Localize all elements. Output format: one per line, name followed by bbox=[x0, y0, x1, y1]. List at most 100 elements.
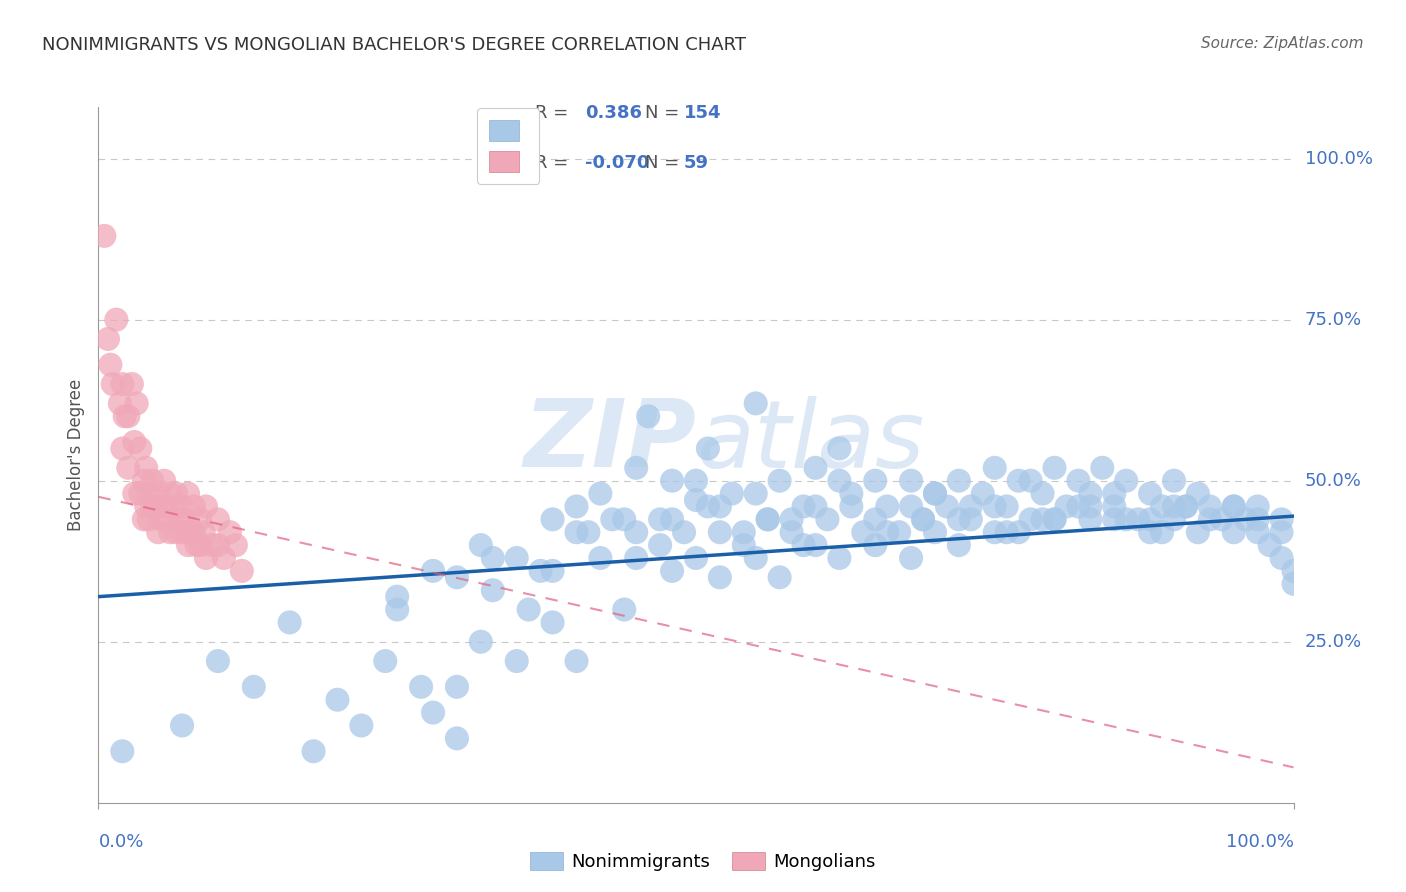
Text: 0.0%: 0.0% bbox=[98, 833, 143, 851]
Point bbox=[1175, 500, 1198, 514]
Point bbox=[207, 654, 229, 668]
Point bbox=[470, 634, 492, 648]
Point bbox=[98, 358, 122, 372]
Point bbox=[995, 500, 1018, 514]
Point bbox=[135, 500, 157, 514]
Point bbox=[1067, 474, 1090, 488]
Point bbox=[697, 442, 720, 456]
Point bbox=[626, 525, 648, 540]
Point bbox=[948, 512, 970, 526]
Point bbox=[948, 474, 970, 488]
Point bbox=[183, 500, 205, 514]
Point bbox=[530, 564, 553, 578]
Point bbox=[984, 500, 1007, 514]
Text: NONIMMIGRANTS VS MONGOLIAN BACHELOR'S DEGREE CORRELATION CHART: NONIMMIGRANTS VS MONGOLIAN BACHELOR'S DE… bbox=[42, 36, 747, 54]
Point bbox=[1163, 474, 1185, 488]
Text: N =: N = bbox=[644, 103, 679, 121]
Text: 0.386: 0.386 bbox=[585, 103, 641, 121]
Point bbox=[541, 615, 564, 630]
Point bbox=[924, 525, 946, 540]
Point bbox=[1282, 564, 1305, 578]
Point bbox=[186, 538, 208, 552]
Point bbox=[243, 680, 266, 694]
Point bbox=[1115, 474, 1137, 488]
Point bbox=[602, 512, 624, 526]
Point bbox=[172, 525, 194, 540]
Point bbox=[685, 551, 707, 566]
Point bbox=[565, 654, 588, 668]
Point bbox=[1247, 512, 1270, 526]
Point bbox=[626, 460, 648, 475]
Point bbox=[121, 377, 143, 392]
Point bbox=[135, 460, 157, 475]
Point bbox=[960, 512, 983, 526]
Point bbox=[889, 525, 911, 540]
Text: 75.0%: 75.0% bbox=[1305, 310, 1362, 328]
Point bbox=[141, 500, 163, 514]
Point bbox=[804, 460, 827, 475]
Point bbox=[231, 564, 253, 578]
Point bbox=[183, 525, 205, 540]
Point bbox=[936, 500, 959, 514]
Point bbox=[446, 570, 468, 584]
Point bbox=[278, 615, 301, 630]
Point bbox=[124, 486, 146, 500]
Point bbox=[661, 512, 683, 526]
Point bbox=[648, 538, 672, 552]
Point bbox=[97, 332, 120, 346]
Point bbox=[756, 512, 779, 526]
Point bbox=[697, 500, 720, 514]
Text: 154: 154 bbox=[685, 103, 721, 121]
Point bbox=[685, 493, 707, 508]
Point bbox=[745, 486, 768, 500]
Point bbox=[125, 396, 148, 410]
Point bbox=[1019, 512, 1042, 526]
Y-axis label: Bachelor's Degree: Bachelor's Degree bbox=[67, 379, 86, 531]
Point bbox=[153, 474, 176, 488]
Point bbox=[1091, 460, 1114, 475]
Point bbox=[673, 525, 696, 540]
Point bbox=[124, 435, 146, 450]
Point bbox=[709, 570, 731, 584]
Point bbox=[804, 538, 827, 552]
Point bbox=[111, 377, 134, 392]
Legend: Nonimmigrants, Mongolians: Nonimmigrants, Mongolians bbox=[523, 845, 883, 879]
Point bbox=[756, 512, 779, 526]
Point bbox=[129, 442, 152, 456]
Point bbox=[768, 570, 790, 584]
Point bbox=[141, 474, 163, 488]
Point bbox=[93, 228, 115, 243]
Point bbox=[1258, 538, 1281, 552]
Point bbox=[626, 551, 648, 566]
Point bbox=[212, 551, 235, 566]
Point bbox=[780, 525, 803, 540]
Point bbox=[1080, 486, 1102, 500]
Point bbox=[385, 590, 409, 604]
Point bbox=[1271, 512, 1294, 526]
Point bbox=[900, 551, 922, 566]
Point bbox=[733, 538, 755, 552]
Point bbox=[422, 706, 444, 720]
Point bbox=[1199, 500, 1222, 514]
Point bbox=[972, 486, 994, 500]
Point bbox=[911, 512, 934, 526]
Point bbox=[162, 500, 184, 514]
Text: R =: R = bbox=[534, 153, 568, 171]
Point bbox=[1271, 551, 1294, 566]
Point bbox=[852, 525, 875, 540]
Point bbox=[613, 602, 636, 616]
Point bbox=[481, 583, 505, 598]
Point bbox=[924, 486, 946, 500]
Point bbox=[422, 564, 444, 578]
Point bbox=[876, 500, 898, 514]
Point bbox=[1080, 512, 1102, 526]
Point bbox=[506, 654, 529, 668]
Point bbox=[984, 460, 1007, 475]
Point bbox=[661, 564, 683, 578]
Point bbox=[195, 500, 218, 514]
Point bbox=[1067, 500, 1090, 514]
Point bbox=[145, 500, 167, 514]
Point bbox=[948, 538, 970, 552]
Point bbox=[1163, 512, 1185, 526]
Text: N =: N = bbox=[644, 153, 679, 171]
